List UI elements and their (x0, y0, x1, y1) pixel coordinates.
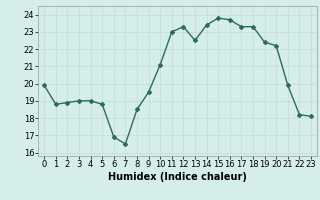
X-axis label: Humidex (Indice chaleur): Humidex (Indice chaleur) (108, 172, 247, 182)
